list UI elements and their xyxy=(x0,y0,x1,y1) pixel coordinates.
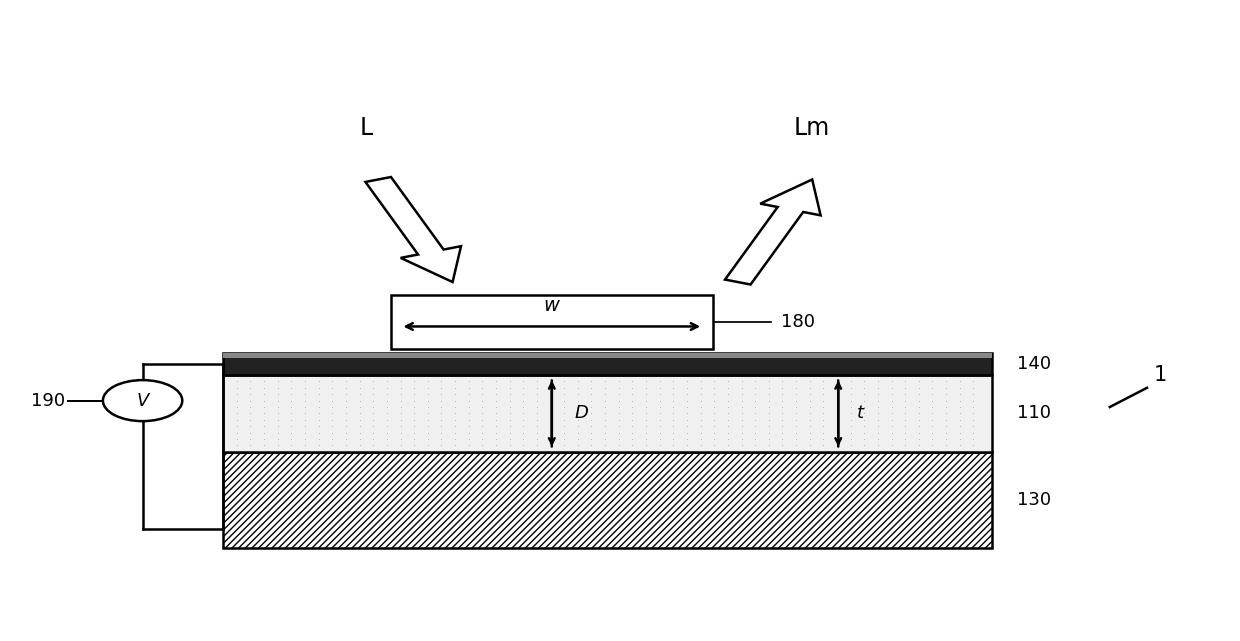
Text: 190: 190 xyxy=(31,392,66,410)
Text: t: t xyxy=(857,404,864,422)
Text: Lm: Lm xyxy=(794,116,831,140)
Bar xyxy=(223,452,992,548)
Bar xyxy=(391,295,713,349)
Bar xyxy=(223,353,992,375)
Text: V: V xyxy=(136,392,149,410)
Text: D: D xyxy=(574,404,588,422)
Polygon shape xyxy=(725,179,821,285)
Bar xyxy=(223,353,992,358)
Text: 1: 1 xyxy=(1153,365,1167,385)
Text: 110: 110 xyxy=(1017,404,1050,422)
Text: w: w xyxy=(544,296,559,315)
Polygon shape xyxy=(366,177,461,282)
Text: 130: 130 xyxy=(1017,491,1052,509)
Text: 140: 140 xyxy=(1017,354,1052,373)
Circle shape xyxy=(103,380,182,421)
Text: 180: 180 xyxy=(781,313,815,331)
Text: L: L xyxy=(360,116,372,140)
Bar xyxy=(223,452,992,548)
Bar xyxy=(223,375,992,452)
